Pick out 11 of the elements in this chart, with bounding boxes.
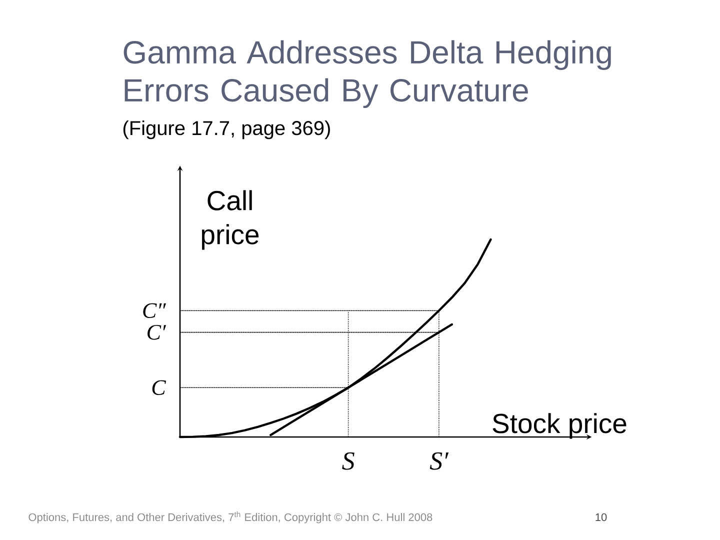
- x-tick-label: S′: [430, 452, 449, 470]
- series-label: C″: [143, 303, 166, 318]
- y-axis-title: Call price: [202, 190, 259, 250]
- text: Options, Futures, and Other Derivatives, 7$^{th}$ Edition, Copyright © John C. Hull 2008: [28, 511, 432, 524]
- series-label: C: [152, 380, 166, 396]
- chart-title: Gamma Addresses Delta Hedging Errors Caused By Curvature: [124, 40, 611, 108]
- text: 10: [596, 513, 607, 522]
- x-axis-title: Stock price: [492, 413, 626, 439]
- x-tick-label: S: [342, 452, 354, 470]
- series-label: C′: [148, 324, 166, 340]
- chart-subtitle: (Figure 17.7, page 369): [123, 120, 330, 140]
